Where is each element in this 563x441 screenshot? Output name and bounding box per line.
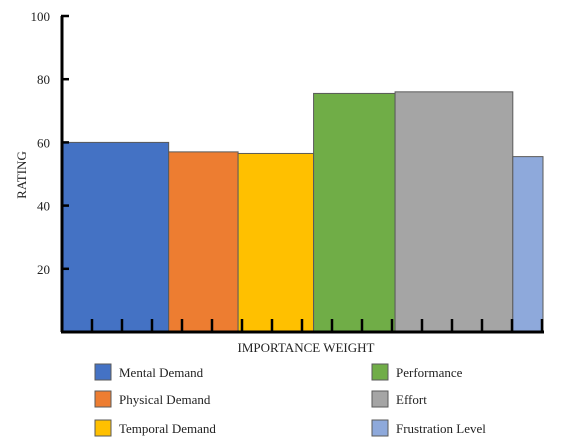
bars bbox=[62, 91, 544, 333]
y-ticks: 20 40 60 80 100 bbox=[31, 9, 69, 277]
y-tick-label-60: 60 bbox=[37, 135, 50, 150]
legend-swatch-4 bbox=[371, 363, 389, 381]
y-tick-label-20: 20 bbox=[37, 262, 50, 277]
legend-label-3: Temporal Demand bbox=[119, 421, 216, 436]
x-axis-title: IMPORTANCE WEIGHT bbox=[238, 340, 375, 355]
legend-label-2: Physical Demand bbox=[119, 392, 211, 407]
bar-6 bbox=[512, 156, 544, 333]
legend-swatch-5 bbox=[371, 390, 389, 408]
legend-swatch-2 bbox=[94, 390, 112, 408]
y-tick-label-80: 80 bbox=[37, 72, 50, 87]
bar-4 bbox=[313, 92, 396, 333]
legend-swatch-3 bbox=[94, 419, 112, 437]
bar-2 bbox=[168, 151, 239, 333]
bar-3 bbox=[237, 152, 315, 333]
x-ticks bbox=[90, 319, 544, 332]
bar-1 bbox=[62, 141, 170, 333]
bar-5 bbox=[394, 91, 514, 333]
legend-swatch-6 bbox=[371, 419, 389, 437]
legend: Mental Demand Physical Demand Temporal Dem… bbox=[94, 363, 486, 437]
legend-swatch-1 bbox=[94, 363, 112, 381]
y-tick-label-40: 40 bbox=[37, 199, 50, 214]
y-axis-title: RATING bbox=[14, 151, 29, 199]
legend-label-1: Mental Demand bbox=[119, 365, 204, 380]
y-tick-label-100: 100 bbox=[31, 9, 51, 24]
legend-label-5: Effort bbox=[396, 392, 427, 407]
legend-label-4: Performance bbox=[396, 365, 463, 380]
legend-label-6: Frustration Level bbox=[396, 421, 486, 436]
